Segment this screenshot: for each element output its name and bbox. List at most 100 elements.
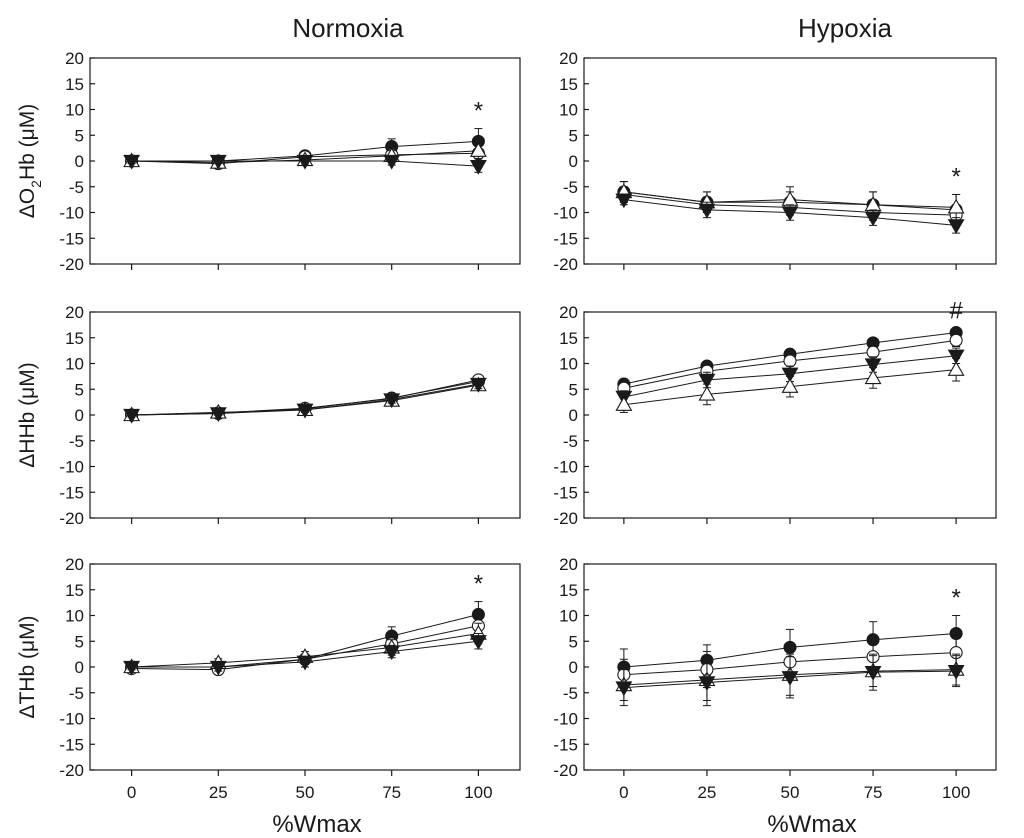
y-tick-label: 5: [75, 632, 84, 651]
y-tick-label: -10: [59, 458, 84, 477]
data-point: [781, 206, 799, 222]
series-filled-triangle-down: [123, 633, 487, 676]
data-point: [383, 645, 401, 661]
x-tick-label: 0: [619, 783, 628, 802]
x-tick-label: 75: [864, 783, 883, 802]
y-tick-label: -15: [59, 483, 84, 502]
y-tick-label: 5: [75, 126, 84, 145]
data-point: [947, 361, 965, 376]
data-point: [698, 676, 716, 692]
y-tick-label: 5: [569, 126, 578, 145]
series-filled-triangle-down: [123, 154, 487, 175]
y-tick-label: -10: [553, 710, 578, 729]
y-tick-label: 5: [569, 632, 578, 651]
y-tick-label: 10: [559, 607, 578, 626]
data-point: [615, 396, 633, 411]
data-point: [469, 142, 487, 157]
x-tick-label: 25: [697, 783, 716, 802]
y-tick-label: 15: [559, 329, 578, 348]
y-tick-label: 0: [569, 658, 578, 677]
y-tick-label: -5: [69, 432, 84, 451]
data-point: [864, 211, 882, 227]
panel-normoxia-o2hb: 20 15 10 5 0 -5 -10 -15 -20 ΔO2Hb (μM) *: [16, 49, 521, 274]
column-title-hypoxia: Hypoxia: [798, 13, 892, 43]
data-point: [209, 407, 227, 423]
data-point: [469, 635, 487, 650]
panel-hypoxia-hhb: 20 15 10 5 0 -5 -10 -15 -20 #: [553, 297, 997, 528]
series-filled-triangle-down: [615, 653, 965, 707]
data-point: [383, 154, 401, 170]
data-point: [296, 403, 314, 419]
y-tick-label: 15: [65, 329, 84, 348]
data-point: [615, 193, 633, 209]
y-tick-label: -5: [563, 684, 578, 703]
data-point: [469, 159, 487, 175]
data-point: [123, 154, 141, 170]
y-tick-label: -10: [553, 458, 578, 477]
data-point: [947, 198, 965, 214]
axes-frame: [583, 311, 997, 519]
y-tick-label: 0: [75, 406, 84, 425]
data-point: [781, 378, 799, 393]
axes-frame: [583, 57, 997, 265]
data-point: [209, 660, 227, 676]
y-tick-label: -15: [59, 229, 84, 248]
y-tick-label: 15: [65, 75, 84, 94]
data-point: [947, 664, 965, 680]
y-tick-label: -20: [59, 509, 84, 528]
y-tick-label: -5: [69, 684, 84, 703]
series-filled-triangle-down: [615, 193, 965, 234]
data-point: [864, 358, 882, 374]
y-tick-label: -15: [59, 735, 84, 754]
significance-marker: #: [949, 297, 963, 324]
column-title-normoxia: Normoxia: [292, 13, 404, 43]
panel-normoxia-hhb: 20 15 10 5 0 -5 -10 -15 -20 ΔHHb (μM): [16, 303, 521, 528]
y-tick-label: -15: [553, 735, 578, 754]
data-point: [209, 154, 227, 170]
y-axis-label: ΔHHb (μM): [16, 362, 39, 467]
y-tick-label: -10: [59, 204, 84, 223]
data-point: [783, 354, 797, 368]
series-filled-triangle-down: [615, 347, 965, 406]
y-tick-label: -15: [553, 483, 578, 502]
y-tick-label: -15: [553, 229, 578, 248]
significance-marker: *: [474, 98, 483, 125]
x-tick-label: 50: [296, 783, 315, 802]
data-point: [383, 393, 401, 409]
y-tick-label: 15: [559, 581, 578, 600]
y-tick-label: 20: [559, 303, 578, 322]
y-tick-label: 20: [559, 555, 578, 574]
y-tick-label: 0: [75, 658, 84, 677]
y-tick-label: 20: [559, 49, 578, 68]
series-open-triangle: [615, 357, 965, 413]
y-axis-label: ΔTHb (μM): [16, 615, 39, 718]
panel-hypoxia-o2hb: 20 15 10 5 0 -5 -10 -15 -20 *: [553, 49, 997, 274]
y-tick-label: -20: [59, 761, 84, 780]
y-tick-label: 15: [559, 75, 578, 94]
y-tick-label: -10: [59, 710, 84, 729]
series-filled-triangle-down: [123, 377, 487, 424]
data-point: [698, 203, 716, 219]
y-tick-label: 20: [65, 555, 84, 574]
significance-marker: *: [951, 585, 960, 612]
y-tick-label: -5: [563, 178, 578, 197]
y-tick-label: 10: [559, 101, 578, 120]
data-point: [781, 671, 799, 686]
x-tick-label: 100: [942, 783, 970, 802]
data-point: [123, 408, 141, 424]
y-tick-label: 15: [65, 581, 84, 600]
data-point: [781, 367, 799, 383]
x-tick-label: 25: [209, 783, 228, 802]
y-axis-label: ΔO2Hb (μM): [16, 104, 44, 218]
data-point: [615, 681, 633, 697]
y-tick-label: 5: [75, 380, 84, 399]
data-point: [949, 333, 963, 347]
x-tick-label: 0: [127, 783, 136, 802]
y-tick-label: -20: [59, 255, 84, 274]
y-tick-label: -20: [553, 255, 578, 274]
data-point: [947, 349, 965, 365]
significance-marker: *: [474, 571, 483, 598]
y-tick-label: -5: [69, 178, 84, 197]
data-point: [864, 369, 882, 385]
